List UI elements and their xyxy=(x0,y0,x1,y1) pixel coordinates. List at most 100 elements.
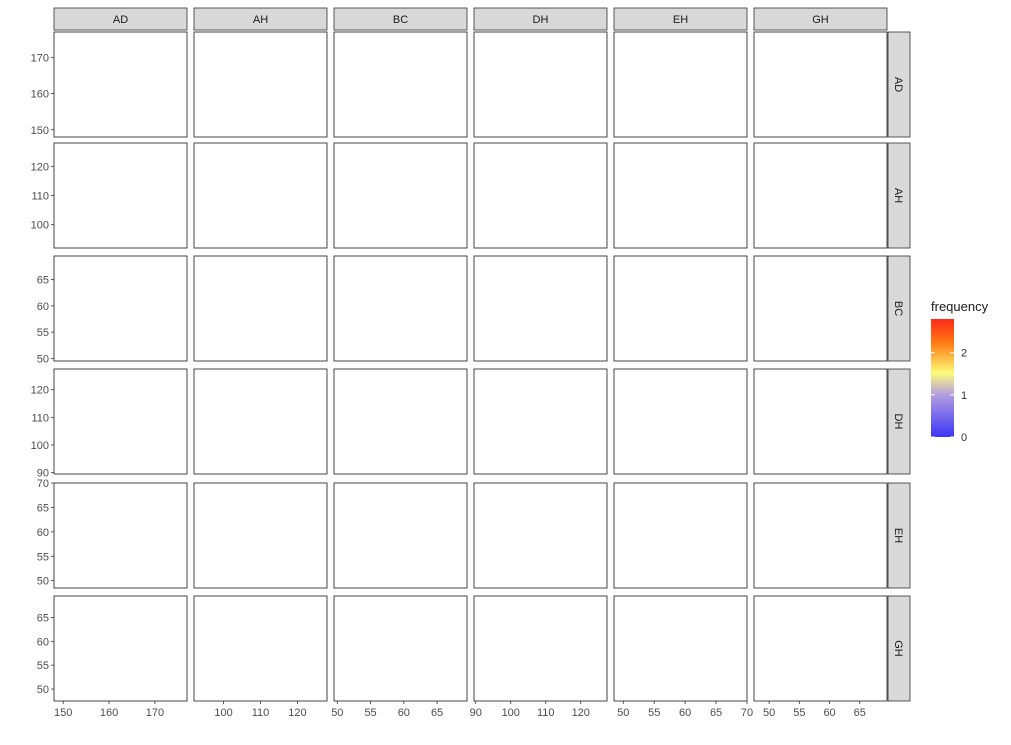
row-strip-label: AH xyxy=(892,188,904,203)
panel-border xyxy=(333,595,468,702)
panel-ad-bc xyxy=(333,31,468,138)
row-strip-bc: BC xyxy=(887,255,911,362)
y-tick-label: 170 xyxy=(31,52,49,64)
panel-eh-dh xyxy=(473,482,608,589)
panel-ad-eh xyxy=(613,31,748,138)
col-strip-ad: AD xyxy=(53,7,188,31)
col-strip-dh: DH xyxy=(473,7,608,31)
panel-border xyxy=(193,255,328,362)
x-tick-label: 55 xyxy=(793,707,805,719)
x-tick-label: 110 xyxy=(537,707,555,719)
panel-border xyxy=(473,255,608,362)
x-tick-label: 100 xyxy=(214,707,232,719)
panel-border xyxy=(753,482,888,589)
row-strip-bg xyxy=(887,595,911,702)
panel-border xyxy=(473,368,608,475)
row-strip-bg xyxy=(887,482,911,589)
x-tick-label: 160 xyxy=(100,707,118,719)
panel-dh-dh: DH xyxy=(473,368,608,475)
legend-colorbar xyxy=(931,319,954,437)
y-tick-label: 150 xyxy=(31,125,49,137)
panel-gh-ah xyxy=(193,595,328,702)
panel-border xyxy=(333,482,468,589)
row-strip-bg xyxy=(887,368,911,475)
col-strip-bg xyxy=(193,7,328,31)
panel-bc-ah xyxy=(193,255,328,362)
panel-dh-bc xyxy=(333,368,468,475)
x-tick-label: 65 xyxy=(710,707,722,719)
y-tick-label: 70 xyxy=(37,478,49,490)
panel-ah-gh xyxy=(753,142,888,249)
panel-ad-dh xyxy=(473,31,608,138)
panel-bc-gh xyxy=(753,255,888,362)
panel-border xyxy=(333,31,468,138)
row-strip-label: AD xyxy=(892,77,904,92)
row-strip-dh: DH xyxy=(887,368,911,475)
panel-ad-ad: AD xyxy=(53,31,188,138)
panel-border xyxy=(613,482,748,589)
panel-gh-eh xyxy=(613,595,748,702)
panel-border xyxy=(753,31,888,138)
x-tick-label: 55 xyxy=(648,707,660,719)
panel-bc-eh xyxy=(613,255,748,362)
panel-border xyxy=(473,31,608,138)
legend-tick-label: 2 xyxy=(961,348,967,360)
panel-border xyxy=(753,595,888,702)
row-strip-label: DH xyxy=(892,414,904,430)
panel-border xyxy=(53,595,188,702)
panel-border xyxy=(613,368,748,475)
panel-eh-ah xyxy=(193,482,328,589)
x-tick-label: 50 xyxy=(763,707,775,719)
panel-eh-eh: EH xyxy=(613,482,748,589)
col-strip-label: GH xyxy=(812,14,829,26)
row-strip-gh: GH xyxy=(887,595,911,702)
panel-dh-ah xyxy=(193,368,328,475)
x-tick-label: 90 xyxy=(470,707,482,719)
y-tick-label: 50 xyxy=(37,576,49,588)
y-tick-label: 50 xyxy=(37,684,49,696)
col-strip-label: AH xyxy=(253,14,268,26)
panel-border xyxy=(613,595,748,702)
col-strip-bg xyxy=(333,7,468,31)
row-strip-bg xyxy=(887,31,911,138)
panel-border xyxy=(473,142,608,249)
x-tick-label: 120 xyxy=(288,707,306,719)
panel-border xyxy=(193,31,328,138)
panel-border xyxy=(333,142,468,249)
y-tick-label: 60 xyxy=(37,301,49,313)
y-tick-label: 55 xyxy=(37,327,49,339)
col-strip-label: EH xyxy=(673,14,688,26)
y-tick-label: 65 xyxy=(37,275,49,287)
y-tick-label: 65 xyxy=(37,612,49,624)
y-tick-label: 50 xyxy=(37,353,49,365)
x-tick-label: 65 xyxy=(431,707,443,719)
col-strip-bg xyxy=(53,7,188,31)
panel-border xyxy=(473,595,608,702)
panel-eh-gh xyxy=(753,482,888,589)
col-strip-label: DH xyxy=(533,14,549,26)
panel-eh-ad xyxy=(53,482,188,589)
col-strip-ah: AH xyxy=(193,7,328,31)
x-tick-label: 110 xyxy=(252,707,270,719)
panel-border xyxy=(53,255,188,362)
panel-ah-bc xyxy=(333,142,468,249)
row-strip-label: GH xyxy=(892,640,904,657)
row-strip-label: EH xyxy=(892,528,904,543)
x-tick-label: 120 xyxy=(572,707,590,719)
legend-tick-label: 0 xyxy=(961,432,967,444)
panel-border xyxy=(753,368,888,475)
col-strip-label: BC xyxy=(393,14,408,26)
x-tick-label: 60 xyxy=(823,707,835,719)
y-tick-label: 100 xyxy=(31,440,49,452)
y-tick-label: 120 xyxy=(31,161,49,173)
panel-border xyxy=(53,368,188,475)
panel-ah-ad xyxy=(53,142,188,249)
x-tick-label: 170 xyxy=(146,707,164,719)
panel-border xyxy=(53,482,188,589)
panel-border xyxy=(613,31,748,138)
col-strip-label: AD xyxy=(113,14,128,26)
panel-ad-ah xyxy=(193,31,328,138)
y-tick-label: 55 xyxy=(37,551,49,563)
panel-border xyxy=(193,595,328,702)
